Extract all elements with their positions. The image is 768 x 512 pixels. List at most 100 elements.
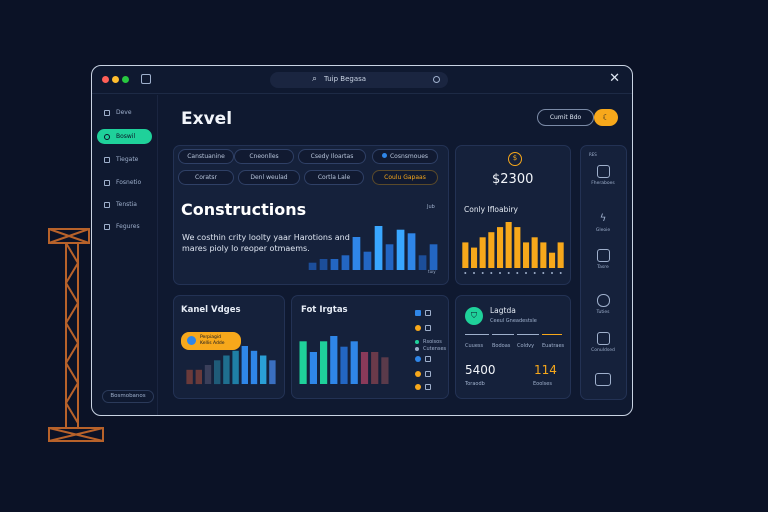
- cost-tick-4: [499, 272, 501, 274]
- cost-bar-4: [497, 227, 504, 268]
- cost-bar-7: [523, 242, 530, 268]
- cost-bar-1: [471, 247, 478, 268]
- legend-swatch: [415, 384, 421, 390]
- badge-dot: [381, 153, 387, 158]
- divider: [465, 334, 489, 335]
- legend-swatch: [415, 310, 421, 316]
- fot-bar-8: [381, 357, 389, 384]
- divider: [492, 334, 514, 335]
- left-stat-value: 5400: [465, 363, 496, 377]
- sidebar-bottom-button[interactable]: Bosmobanos: [102, 390, 154, 403]
- sidebar-item-label: Fosnetio: [116, 179, 142, 186]
- filter-pill-1[interactable]: Cneonlles: [234, 149, 294, 164]
- hero-bar-8: [396, 229, 405, 270]
- legend-row-1: [415, 325, 431, 331]
- close-icon[interactable]: ✕: [609, 71, 620, 86]
- close-window-dot[interactable]: [102, 76, 109, 83]
- sidebar-item-4[interactable]: Tenstia: [97, 197, 152, 212]
- sidebar: Deve Boswil Tiegate Fosnetio Tenstia Feg…: [92, 95, 158, 415]
- legend-swatch: [415, 340, 419, 344]
- filter-pill-4[interactable]: Coratsr: [178, 170, 234, 185]
- sidebar-toggle-icon[interactable]: [141, 74, 151, 84]
- sidebar-item-1[interactable]: Boswil: [97, 129, 152, 144]
- search-bar[interactable]: ⌕ Tuip Begasa: [270, 72, 448, 88]
- fot-bar-6: [360, 352, 369, 384]
- legend-swatch: [415, 347, 419, 351]
- cost-card-title: Conly Ifloabiry: [464, 205, 518, 214]
- divider: [517, 334, 539, 335]
- rail-top-label: RES: [589, 152, 597, 157]
- cost-tick-7: [525, 272, 527, 274]
- kanal-bar-7: [250, 350, 258, 385]
- theme-toggle-button[interactable]: ☾: [594, 109, 618, 126]
- right-stat-label: Eoolses: [533, 381, 552, 387]
- filter-pill-0[interactable]: Canstuanine: [178, 149, 234, 164]
- filter-pill-6[interactable]: Cortla Lale: [304, 170, 364, 185]
- filter-pill-7[interactable]: Coulu Gapaas: [372, 170, 438, 185]
- legend-label: Cutenses: [423, 346, 447, 352]
- kanal-bar-1: [195, 369, 202, 385]
- cost-tick-3: [490, 272, 493, 274]
- tooltip-line1: Perpiagid: [200, 335, 221, 340]
- image-icon: [104, 179, 110, 186]
- filter-pill-3[interactable]: Cosnsmoues: [372, 149, 438, 164]
- rail-item-1[interactable]: ϟ Gleoie: [589, 212, 617, 233]
- search-option-icon[interactable]: [433, 76, 440, 83]
- legend-row-3: Cutenses: [415, 346, 446, 352]
- price-value: $2300: [492, 172, 534, 187]
- filter-pill-5[interactable]: Denl weulad: [238, 170, 300, 185]
- hero-bar-1: [319, 259, 328, 270]
- right-rail: [580, 145, 627, 400]
- fot-card: [291, 295, 449, 399]
- rail-item-3[interactable]: Tuties: [589, 294, 617, 315]
- dollar-coin-icon: $: [508, 152, 522, 166]
- title-bar: ⌕ Tuip Begasa ✕: [92, 66, 632, 94]
- rail-item-label: Tasre: [597, 265, 609, 270]
- mini-label-3: Euatraes: [542, 343, 565, 349]
- home-icon: [104, 109, 110, 116]
- legend-swatch: [415, 325, 421, 331]
- fot-bar-7: [371, 352, 379, 384]
- hand-icon: [596, 294, 610, 307]
- legend-row-4: [415, 356, 431, 362]
- app-window: ⌕ Tuip Begasa ✕ Deve Boswil Tiegate Fosn…: [91, 65, 633, 416]
- mini-label-1: Bodoas: [492, 343, 511, 349]
- bolt-icon: ϟ: [599, 213, 607, 224]
- sidebar-item-3[interactable]: Fosnetio: [97, 175, 152, 190]
- hero-bar-chart: [308, 226, 438, 270]
- sidebar-item-5[interactable]: Fegures: [97, 219, 152, 234]
- hero-bar-6: [374, 226, 383, 270]
- sidebar-item-label: Deve: [116, 109, 132, 116]
- kanal-tooltip: Perpiagid Kellis Adde: [181, 332, 241, 350]
- rail-item-0[interactable]: Fheraboes: [589, 165, 617, 186]
- kanal-bar-6: [241, 346, 248, 384]
- cost-tick-1: [473, 272, 475, 274]
- hero-bar-2: [330, 259, 339, 270]
- rail-item-5[interactable]: [589, 373, 617, 386]
- hero-bar-0: [308, 262, 317, 270]
- cost-bar-11: [557, 242, 564, 268]
- filter-pill-label: Cosnsmoues: [389, 153, 429, 160]
- maximize-window-dot[interactable]: [122, 76, 129, 83]
- hero-bar-3: [341, 255, 350, 270]
- legend-row-5: [415, 371, 431, 377]
- fot-card-title: Fot Irgtas: [301, 305, 348, 315]
- shield-icon: ⛉: [465, 307, 483, 325]
- sidebar-item-2[interactable]: Tiegate: [97, 152, 152, 167]
- kanal-bar-9: [269, 360, 276, 385]
- minimize-window-dot[interactable]: [112, 76, 119, 83]
- chart-icon: [596, 332, 610, 345]
- hero-bar-caption: tuiy: [428, 269, 436, 274]
- mini-label-0: Cuuess: [465, 343, 484, 349]
- circle-icon: [104, 133, 110, 140]
- sidebar-item-0[interactable]: Deve: [97, 105, 152, 120]
- rail-item-2[interactable]: Tasre: [589, 249, 617, 270]
- search-icon: ⌕: [312, 74, 318, 84]
- hero-bar-9: [407, 233, 416, 270]
- create-button[interactable]: Cumit Bdo: [537, 109, 594, 126]
- rail-item-4[interactable]: Conuldsed: [589, 332, 617, 353]
- kanal-bar-8: [260, 355, 267, 384]
- legend-swatch: [415, 356, 421, 362]
- filter-pill-2[interactable]: Csedy Iloartas: [298, 149, 366, 164]
- brand-title: Exvel: [181, 109, 233, 129]
